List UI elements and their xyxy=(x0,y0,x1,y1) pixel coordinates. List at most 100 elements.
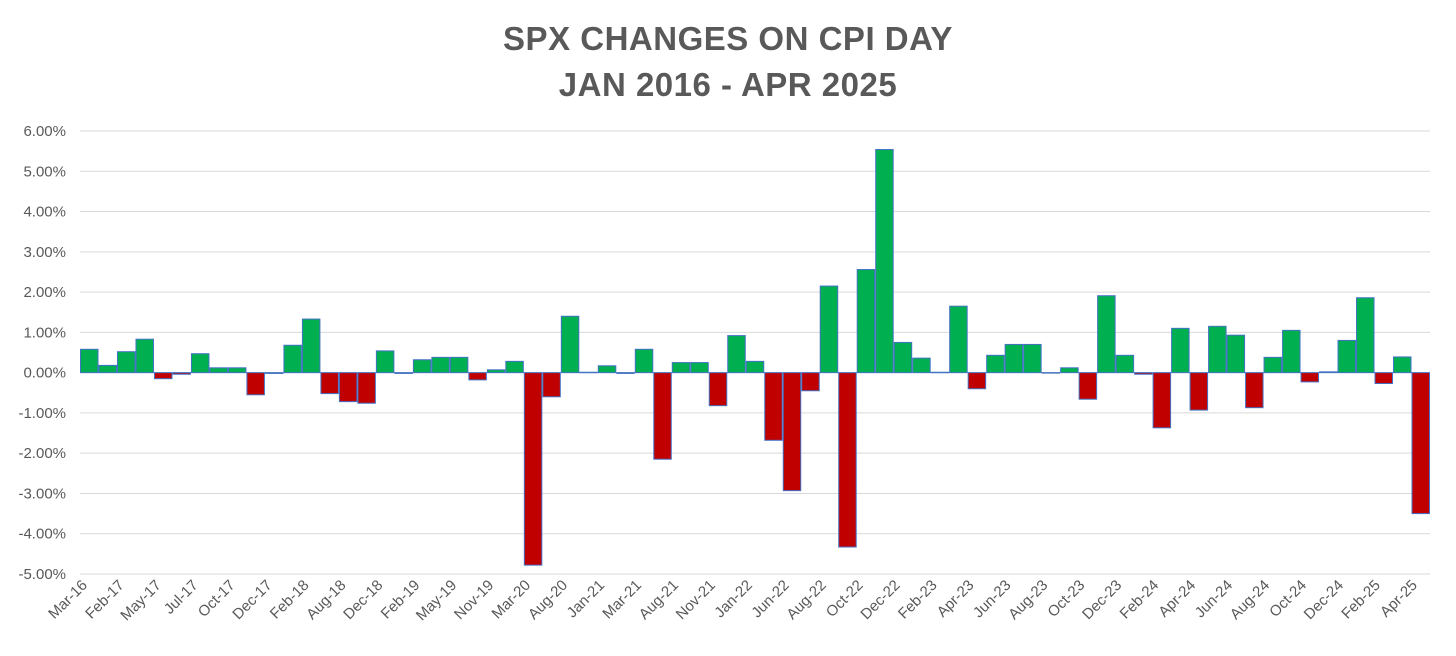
bar xyxy=(912,357,931,374)
x-tick-label: Dec-17 xyxy=(229,577,275,623)
bar xyxy=(190,353,210,374)
bar xyxy=(838,372,857,548)
bar xyxy=(1282,329,1301,374)
bar xyxy=(375,350,395,374)
y-tick-label: -3.00% xyxy=(18,485,66,502)
x-tick-label: Mar-16 xyxy=(45,577,91,623)
bar xyxy=(172,372,191,375)
bar xyxy=(1078,372,1098,400)
bar xyxy=(412,359,432,374)
bar xyxy=(135,338,154,374)
y-tick-label: -2.00% xyxy=(18,445,66,462)
x-tick-label: Jan-21 xyxy=(564,577,608,621)
bar xyxy=(856,269,876,374)
x-tick-label: Apr-23 xyxy=(934,577,978,621)
x-tick-label: Aug-18 xyxy=(303,577,349,623)
y-axis-ticks: 6.00% 5.00% 4.00% 3.00% 2.00% 1.00% 0.00% -1.00… xyxy=(18,123,66,583)
bar xyxy=(1411,372,1430,515)
chart-title-line-1: SPX CHANGES ON CPI DAY xyxy=(503,20,953,57)
x-tick-label: Apr-25 xyxy=(1377,577,1421,621)
bar xyxy=(986,354,1005,374)
bar xyxy=(875,149,894,374)
bar xyxy=(283,344,302,374)
y-tick-label: -4.00% xyxy=(18,526,66,543)
bar xyxy=(616,372,635,374)
bar xyxy=(690,362,709,374)
bar xyxy=(1115,354,1135,374)
bar xyxy=(431,356,450,374)
bar xyxy=(1189,372,1209,411)
y-tick-label: 1.00% xyxy=(23,324,66,341)
y-tick-label: 4.00% xyxy=(23,204,66,221)
bar xyxy=(1041,372,1061,374)
bar xyxy=(1152,372,1172,429)
bar xyxy=(1356,297,1375,374)
bar xyxy=(357,372,376,404)
x-tick-label: Jul-17 xyxy=(161,577,202,618)
bar xyxy=(782,372,802,492)
bar xyxy=(301,318,321,374)
bar xyxy=(486,369,506,374)
bar xyxy=(930,371,950,374)
bar xyxy=(560,315,580,374)
bar xyxy=(338,372,358,403)
y-tick-label: 3.00% xyxy=(23,244,66,261)
bar xyxy=(1004,343,1024,374)
bar xyxy=(264,372,284,374)
x-tick-label: Aug-20 xyxy=(525,577,571,623)
x-tick-label: Aug-22 xyxy=(783,577,829,623)
x-tick-label: May-17 xyxy=(117,577,164,624)
bar xyxy=(1171,327,1190,374)
bar xyxy=(1208,325,1227,374)
bar xyxy=(1374,372,1394,385)
x-tick-label: Aug-24 xyxy=(1227,577,1273,623)
bar xyxy=(727,335,746,374)
y-tick-label: -5.00% xyxy=(18,566,66,583)
bar xyxy=(246,372,265,396)
bar xyxy=(708,372,728,407)
bar xyxy=(1023,343,1042,374)
x-tick-label: Jan-22 xyxy=(711,577,755,621)
bar xyxy=(320,372,339,395)
bar xyxy=(1337,339,1357,374)
bar xyxy=(801,372,820,392)
bar xyxy=(597,365,617,374)
x-tick-label: Mar-20 xyxy=(489,577,535,623)
bar xyxy=(1097,295,1116,374)
bar xyxy=(1300,372,1320,383)
y-tick-label: 2.00% xyxy=(23,284,66,301)
x-tick-label: Dec-23 xyxy=(1079,577,1125,623)
x-tick-label: Feb-23 xyxy=(895,577,941,623)
bar xyxy=(449,356,469,374)
bar xyxy=(542,372,561,398)
bar xyxy=(1134,372,1153,375)
bar xyxy=(80,348,99,374)
bars xyxy=(80,149,1430,566)
bar xyxy=(745,360,765,374)
x-tick-label: Dec-22 xyxy=(857,577,903,623)
y-tick-label: 6.00% xyxy=(23,123,66,140)
x-tick-label: Feb-24 xyxy=(1117,577,1163,623)
bar xyxy=(1263,356,1283,374)
bar xyxy=(893,341,913,374)
x-tick-label: Nov-21 xyxy=(673,577,719,623)
x-tick-label: Mar-21 xyxy=(599,577,645,623)
bar xyxy=(153,372,173,380)
x-tick-label: Aug-23 xyxy=(1005,577,1051,623)
bar xyxy=(468,372,487,381)
bar xyxy=(671,362,691,374)
x-axis-ticks: Mar-16Feb-17May-17Jul-17Oct-17Dec-17Feb-… xyxy=(45,577,1421,624)
y-tick-label: 5.00% xyxy=(23,163,66,180)
bar xyxy=(653,372,672,460)
x-tick-label: Dec-24 xyxy=(1301,577,1347,623)
bar xyxy=(227,367,247,374)
x-tick-label: Aug-21 xyxy=(636,577,682,623)
bar xyxy=(1319,371,1338,374)
x-tick-label: Apr-24 xyxy=(1155,577,1199,621)
x-tick-label: Dec-18 xyxy=(340,577,386,623)
bar xyxy=(764,372,783,441)
x-tick-label: Feb-25 xyxy=(1338,577,1384,623)
bar xyxy=(1393,356,1412,374)
y-tick-label: 0.00% xyxy=(23,365,66,382)
